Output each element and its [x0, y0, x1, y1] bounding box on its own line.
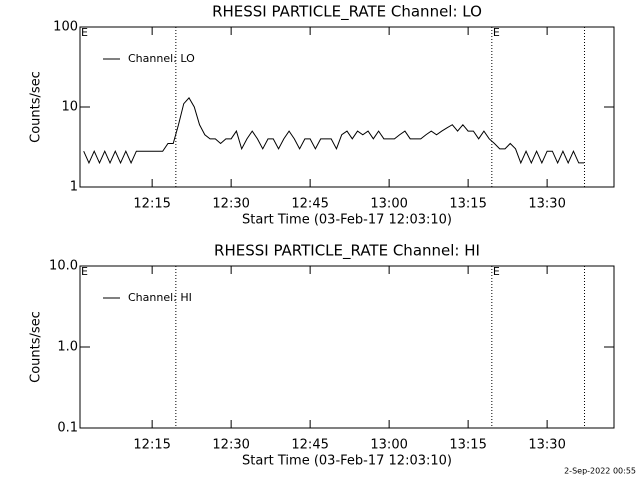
legend-label: Channel: HI — [128, 291, 192, 304]
y-axis-label: Counts/sec — [29, 311, 44, 383]
x-tick-label: 13:00 — [370, 197, 407, 212]
x-tick-label: 13:00 — [370, 438, 407, 453]
x-tick-label: 12:15 — [133, 438, 170, 453]
legend-label: Channel: LO — [128, 52, 195, 65]
data-line — [83, 97, 584, 165]
y-tick-label: 1 — [70, 180, 78, 195]
event-label: E — [493, 26, 500, 39]
y-tick-label: 10 — [61, 100, 78, 115]
x-tick-label: 12:30 — [212, 438, 249, 453]
y-tick-label: 1.0 — [57, 340, 78, 355]
x-tick-label: 12:45 — [291, 197, 328, 212]
x-tick-label: 12:30 — [212, 197, 249, 212]
footer: 2-Sep-2022 00:55 — [564, 467, 636, 476]
x-axis-label: Start Time (03-Feb-17 12:03:10) — [242, 213, 452, 228]
y-tick-label: 100 — [53, 20, 78, 35]
y-tick-label: 10.0 — [49, 259, 78, 274]
event-label: E — [493, 265, 500, 278]
x-tick-label: 12:45 — [291, 438, 328, 453]
x-tick-label: 13:30 — [528, 197, 565, 212]
y-tick-label: 0.1 — [57, 421, 78, 436]
x-tick-label: 13:15 — [449, 197, 486, 212]
event-label: E — [81, 26, 88, 39]
event-label: E — [81, 265, 88, 278]
y-axis-label: Counts/sec — [29, 71, 44, 143]
x-tick-label: 13:15 — [449, 438, 486, 453]
chart-title: RHESSI PARTICLE_RATE Channel: LO — [212, 3, 482, 22]
x-tick-label: 12:15 — [133, 197, 170, 212]
x-axis-label: Start Time (03-Feb-17 12:03:10) — [242, 454, 452, 469]
chart-title: RHESSI PARTICLE_RATE Channel: HI — [214, 242, 480, 261]
x-tick-label: 13:30 — [528, 438, 565, 453]
